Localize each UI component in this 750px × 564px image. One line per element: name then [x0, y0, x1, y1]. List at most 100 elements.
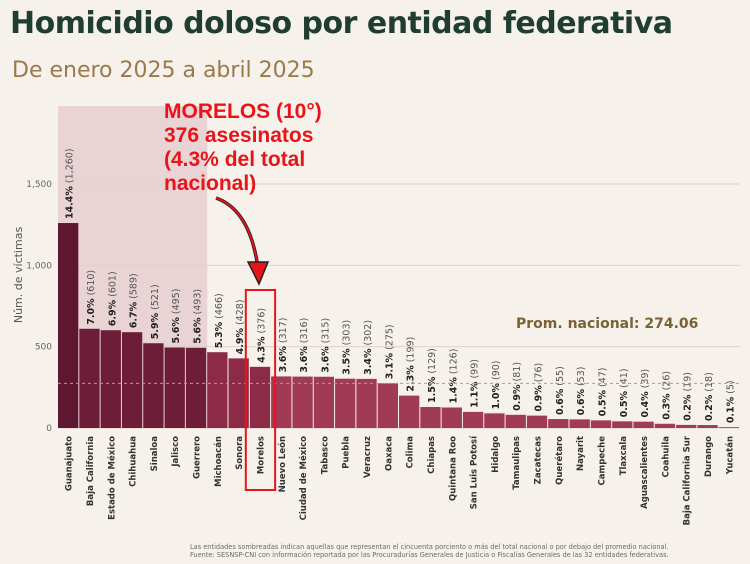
data-label: 14.4% (1,260)	[65, 148, 76, 219]
bar	[505, 414, 526, 428]
bar	[207, 352, 228, 428]
pct-label: 2.3%	[406, 365, 417, 392]
x-tick-label: Sonora	[235, 436, 245, 470]
pct-label: 0.9%	[534, 385, 545, 412]
pct-label: 1.4%	[448, 377, 459, 404]
pct-label: 5.6%	[193, 317, 204, 344]
pct-label: 0.6%	[555, 388, 566, 415]
y-tick-label: 1,500	[26, 180, 52, 190]
pct-label: 5.3%	[214, 321, 225, 348]
arrow-head	[246, 261, 270, 286]
value-label: (18)	[704, 372, 715, 392]
x-tick-label: Hidalgo	[491, 436, 501, 473]
pct-label: 6.9%	[107, 299, 118, 326]
x-tick-label: Guerrero	[193, 436, 203, 479]
bar	[569, 419, 590, 428]
pct-label: 14.4%	[65, 186, 76, 219]
value-label: (99)	[470, 359, 481, 379]
x-tick-label: Zacatecas	[534, 436, 544, 484]
value-label: (90)	[491, 360, 502, 380]
chart-subtitle: De enero 2025 a abril 2025	[12, 58, 315, 83]
pct-label: 1.5%	[427, 376, 438, 403]
x-tick-label: Nayarit	[576, 436, 586, 471]
data-label: 0.5% (41)	[619, 368, 630, 417]
bar	[356, 378, 377, 428]
value-label: (315)	[320, 318, 331, 344]
bar	[121, 332, 143, 428]
x-tick-label: Michoacán	[214, 436, 224, 487]
pct-label: 3.1%	[384, 352, 395, 379]
arrow-shaft-fill	[215, 197, 259, 269]
bar	[292, 376, 313, 428]
data-label: 6.7% (589)	[129, 273, 140, 328]
value-label: (5)	[725, 380, 736, 393]
bar	[271, 376, 292, 428]
value-label: (129)	[427, 348, 438, 374]
x-tick-label: Baja California Sur	[683, 435, 693, 525]
data-label: 0.1% (5)	[725, 380, 736, 423]
value-label: (1,260)	[65, 148, 76, 183]
value-label: (81)	[512, 362, 523, 382]
x-tick-label: Ciudad de México	[298, 436, 309, 521]
footnote-line-2: Fuente: SESNSP-CNI con información repor…	[190, 551, 669, 559]
data-label: 7.0% (610)	[86, 270, 97, 325]
value-label: (19)	[683, 372, 694, 392]
pct-label: 3.6%	[320, 346, 331, 373]
data-label: 3.6% (316)	[299, 318, 310, 373]
data-label: 0.9% (81)	[512, 362, 523, 411]
value-label: (521)	[150, 284, 161, 310]
data-label: 4.9% (428)	[235, 299, 246, 354]
bar	[676, 424, 697, 428]
value-label: (493)	[193, 289, 204, 315]
pct-label: 1.0%	[491, 383, 502, 410]
value-label: (495)	[171, 289, 182, 315]
average-label: Prom. nacional: 274.06	[516, 316, 698, 332]
value-label: (26)	[661, 371, 672, 391]
y-tick-label: 0	[46, 424, 52, 434]
y-tick-label: 500	[35, 343, 52, 353]
x-tick-label: Campeche	[597, 436, 607, 486]
data-label: 3.5% (303)	[342, 320, 353, 375]
value-label: (316)	[299, 318, 310, 344]
callout-line-3: (4.3% del total	[164, 148, 306, 171]
x-tick-label: Nuevo León	[277, 436, 288, 492]
callout-line-4: nacional)	[164, 172, 257, 195]
x-tick-label: Guanajuato	[65, 436, 75, 491]
data-label: 5.3% (466)	[214, 293, 225, 348]
x-tick-label: San Luis Potosí	[470, 435, 480, 509]
pct-label: 3.4%	[363, 348, 374, 375]
value-label: (601)	[107, 271, 118, 297]
data-label: 0.5% (47)	[597, 367, 608, 416]
pct-label: 0.3%	[661, 393, 672, 420]
bar	[548, 419, 569, 428]
value-label: (589)	[129, 273, 140, 299]
pct-label: 3.6%	[299, 346, 310, 373]
data-label: 2.3% (199)	[406, 337, 417, 392]
data-label: 0.6% (55)	[555, 366, 566, 415]
pct-label: 0.2%	[683, 394, 694, 421]
bar	[313, 376, 335, 428]
data-label: 5.9% (521)	[150, 284, 161, 339]
bar	[79, 328, 100, 428]
pct-label: 6.7%	[129, 301, 140, 328]
data-label: 5.6% (495)	[171, 289, 182, 344]
value-label: (275)	[384, 324, 395, 350]
data-label: 0.2% (18)	[704, 372, 715, 421]
x-tick-label: Veracruz	[363, 436, 373, 478]
data-label: 6.9% (601)	[107, 271, 118, 326]
footnote-line-1: Las entidades sombreadas indican aquella…	[190, 543, 669, 551]
data-label: 0.3% (26)	[661, 371, 672, 420]
data-label: 0.2% (19)	[683, 372, 694, 421]
x-tick-label: Aguascalientes	[640, 436, 650, 509]
data-label: 0.9% (76)	[534, 363, 545, 412]
value-label: (303)	[342, 320, 353, 346]
x-tick-label: Durango	[704, 436, 714, 477]
bar	[335, 378, 356, 428]
x-tick-label: Estado de México	[106, 436, 117, 520]
x-tick-label: Puebla	[342, 436, 352, 469]
bar	[399, 395, 420, 428]
x-tick-label: Querétaro	[554, 436, 565, 485]
value-label: (610)	[86, 270, 97, 296]
x-tick-label: Tlaxcala	[619, 436, 629, 476]
